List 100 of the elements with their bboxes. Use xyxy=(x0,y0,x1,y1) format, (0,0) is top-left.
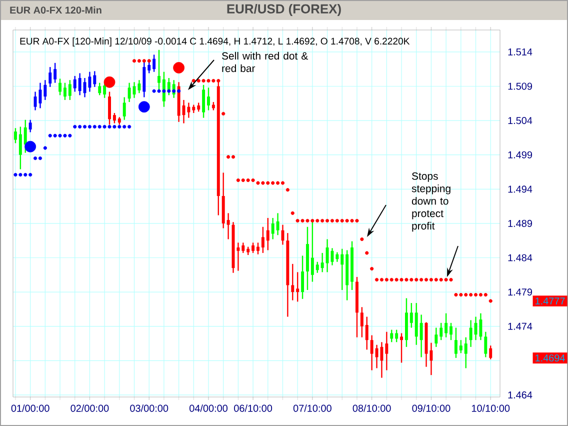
candlestick xyxy=(296,272,300,302)
candlestick xyxy=(454,327,458,358)
point xyxy=(58,134,62,138)
candlestick xyxy=(484,331,488,358)
point xyxy=(98,124,102,129)
y-tick-label: 1.494 xyxy=(508,186,532,193)
candlestick xyxy=(24,119,27,154)
candlestick xyxy=(395,329,398,343)
candlestick xyxy=(202,84,206,118)
candlestick xyxy=(138,79,141,94)
candlestick xyxy=(207,87,210,111)
point xyxy=(118,124,122,129)
candlestick xyxy=(93,70,96,88)
candlestick xyxy=(479,312,482,341)
candlestick xyxy=(28,119,32,133)
text: EUR A0-FX 120-Min xyxy=(10,6,102,14)
candlestick xyxy=(112,112,116,124)
point xyxy=(112,124,116,129)
y-tick-label: 1.514 xyxy=(508,48,532,56)
chart-title: EUR/USD (FOREX) xyxy=(227,4,341,16)
x-tick-label: 08/10:00 xyxy=(352,404,391,412)
candlestick xyxy=(252,242,255,254)
x-tick-label: 03/00:00 xyxy=(130,404,168,412)
point xyxy=(88,124,92,129)
candlestick xyxy=(226,212,230,240)
x-tick-label: 09/10:00 xyxy=(412,404,450,412)
candlestick xyxy=(301,255,304,300)
x-tick-label: 04/00:00 xyxy=(190,404,228,412)
y-tick-label: 1.489 xyxy=(508,220,532,227)
x-tick-label: 02/00:00 xyxy=(70,404,109,412)
point xyxy=(14,172,18,177)
candlestick xyxy=(464,336,468,369)
candlestick xyxy=(187,102,190,118)
candlestick xyxy=(68,79,72,101)
candlestick xyxy=(103,82,106,99)
candlestick xyxy=(440,322,443,341)
annotation: EUR A0-FX [120-Min] 12/10/09 -0.0014 C 1.4694, H 1.4712, L 1.4692, O 1.4708, V 6.2220K xyxy=(20,38,410,46)
point xyxy=(68,134,72,138)
y-tick-label: 1.479 xyxy=(508,288,532,296)
candlestick xyxy=(444,312,448,338)
candlestick xyxy=(14,127,17,144)
candlestick xyxy=(459,339,462,354)
candlestick xyxy=(489,344,492,360)
point xyxy=(33,156,38,160)
candlestick xyxy=(122,96,126,120)
y-tick-label: 1.484 xyxy=(508,254,532,262)
candlestick xyxy=(420,314,423,358)
x-tick-label: 01/00:00 xyxy=(11,404,50,412)
text: 1.4694 xyxy=(536,354,565,362)
point xyxy=(82,124,87,129)
y-tick-label: 1.509 xyxy=(508,82,532,90)
x-tick-label: 07/10:00 xyxy=(293,404,332,412)
y-tick-label: 1.474 xyxy=(508,322,532,330)
candlestick xyxy=(271,217,274,240)
candlestick xyxy=(58,78,62,96)
point xyxy=(157,89,161,93)
point xyxy=(177,89,181,93)
point xyxy=(24,172,28,177)
point xyxy=(43,146,47,150)
point xyxy=(128,124,132,129)
point xyxy=(73,124,77,129)
x-tick-label: 10/10:00 xyxy=(472,404,510,412)
point xyxy=(53,134,57,138)
point xyxy=(78,124,82,129)
candlestick xyxy=(385,331,388,371)
candlestick xyxy=(276,212,280,236)
candlestick xyxy=(256,242,260,255)
point xyxy=(18,172,22,177)
candlestick xyxy=(336,252,339,262)
candlestick xyxy=(54,62,57,84)
point xyxy=(92,124,96,129)
candlestick xyxy=(434,327,438,348)
point xyxy=(167,89,171,93)
candlestick xyxy=(152,54,156,72)
annotation: Sell with red dot & red bar xyxy=(222,52,308,72)
y-tick-label: 1.499 xyxy=(508,151,532,158)
point xyxy=(63,134,67,138)
candlestick xyxy=(450,322,452,341)
candlestick xyxy=(340,248,344,291)
point xyxy=(122,124,126,129)
candlestick xyxy=(44,79,47,101)
candlestick xyxy=(18,126,22,170)
x-tick-label: 06/10:00 xyxy=(234,404,272,412)
y-tick-label: 1.464 xyxy=(508,391,532,398)
candlestick xyxy=(469,320,472,348)
point xyxy=(108,124,112,129)
point xyxy=(152,89,156,93)
candlestick xyxy=(316,261,319,274)
candlestick xyxy=(73,75,76,92)
candlestick xyxy=(400,332,404,364)
candlestick xyxy=(365,316,368,350)
text: 1.4777 xyxy=(536,298,565,304)
point xyxy=(162,89,166,93)
candlestick xyxy=(128,82,131,103)
candlestick xyxy=(48,66,52,88)
candlestick xyxy=(266,217,270,251)
candlestick xyxy=(320,252,324,273)
point xyxy=(102,124,106,129)
point xyxy=(28,172,32,177)
candlestick xyxy=(291,263,294,301)
